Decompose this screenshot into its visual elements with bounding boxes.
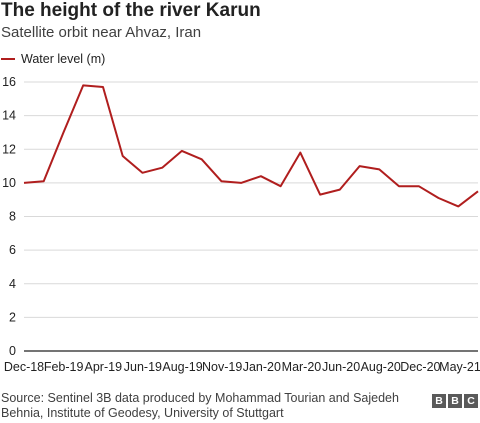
series-line	[23, 84, 479, 208]
logo-letter: B	[448, 394, 462, 408]
x-tick-label: Mar-20	[282, 360, 322, 374]
logo-letter: C	[464, 394, 478, 408]
bbc-logo: B B C	[432, 394, 478, 408]
legend-label: Water level (m)	[21, 52, 106, 66]
x-tick-label: Aug-20	[361, 360, 401, 374]
x-tick-label: Dec-18	[4, 360, 44, 374]
y-tick-label: 8	[9, 210, 16, 224]
x-tick-label: Jun-19	[124, 360, 162, 374]
y-tick-label: 12	[2, 142, 16, 156]
x-tick-label: May-21	[439, 360, 480, 374]
y-tick-label: 14	[2, 109, 16, 123]
chart-subtitle: Satellite orbit near Ahvaz, Iran	[1, 24, 202, 41]
y-tick-label: 10	[2, 176, 16, 190]
x-tick-label: Jun-20	[322, 360, 360, 374]
x-tick-label: Aug-19	[162, 360, 202, 374]
legend-swatch	[1, 58, 15, 60]
y-tick-label: 6	[9, 243, 16, 257]
x-tick-label: Dec-20	[400, 360, 440, 374]
source-note: Source: Sentinel 3B data produced by Moh…	[1, 391, 399, 420]
logo-letter: B	[432, 394, 446, 408]
x-tick-label: Jan-20	[243, 360, 281, 374]
y-tick-label: 4	[9, 277, 16, 291]
x-tick-label: Feb-19	[44, 360, 84, 374]
y-tick-label: 2	[9, 310, 16, 324]
x-tick-label: Apr-19	[85, 360, 123, 374]
y-tick-label: 16	[2, 75, 16, 89]
y-tick-label: 0	[9, 344, 16, 358]
x-tick-label: Nov-19	[202, 360, 242, 374]
legend: Water level (m)	[1, 51, 105, 67]
chart-title: The height of the river Karun	[1, 0, 261, 21]
